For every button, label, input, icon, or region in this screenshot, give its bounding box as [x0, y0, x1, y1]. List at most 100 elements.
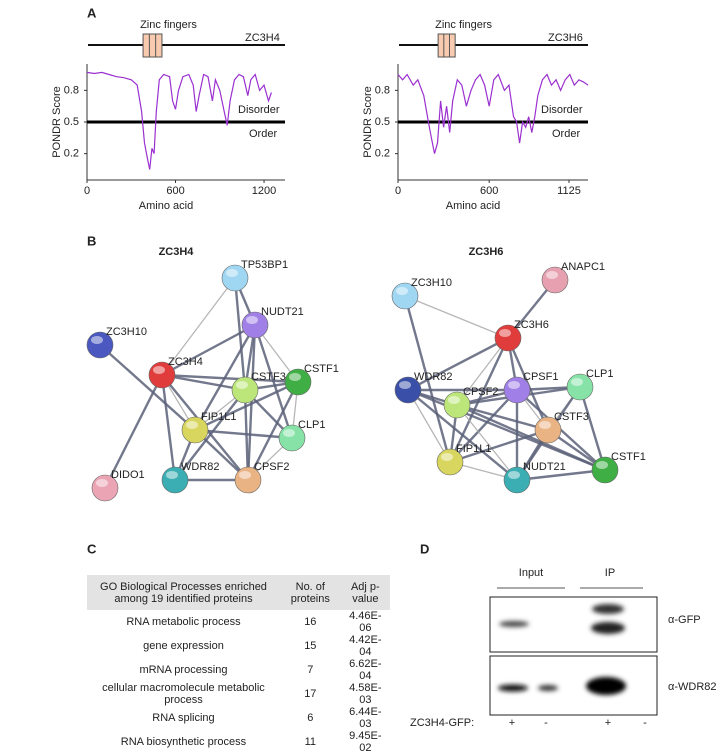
node-label: FIP1L1 — [456, 443, 491, 455]
node-highlight — [571, 378, 583, 386]
table-cell: 4.42E-04 — [349, 634, 382, 658]
node-label: DIDO1 — [111, 469, 145, 481]
node-highlight — [441, 453, 453, 461]
table-cell: 6.44E-03 — [349, 706, 382, 730]
x-axis-label: Amino acid — [446, 200, 500, 212]
edge — [516, 468, 606, 482]
node-label: ZC3H6 — [514, 319, 549, 331]
edge — [407, 389, 518, 481]
table-row: cellular macromolecule metabolic process… — [87, 682, 390, 706]
x-tick-label: 1125 — [557, 185, 581, 197]
node-label: TP53BP1 — [241, 259, 288, 271]
node-label: ANAPC1 — [561, 261, 605, 273]
lane-label: + — [605, 717, 611, 729]
edge — [161, 323, 256, 377]
panel-label: D — [420, 541, 429, 556]
edge — [578, 386, 607, 471]
edge — [456, 404, 518, 481]
edge — [407, 336, 509, 392]
y-tick-label: 0.8 — [64, 84, 79, 96]
x-tick-label: 1200 — [252, 185, 276, 197]
y-tick-label: 0.5 — [375, 116, 390, 128]
node-highlight — [283, 429, 295, 437]
node-label: CLP1 — [298, 419, 326, 431]
table-cell: 4.58E-03 — [349, 682, 382, 706]
table-cell: 6.62E-04 — [349, 658, 382, 682]
node-label: WDR82 — [181, 461, 220, 473]
y-tick-label: 0.2 — [375, 148, 390, 160]
table-cell: cellular macromolecule metabolic process — [102, 682, 265, 706]
node-highlight — [153, 366, 165, 374]
antibody-label: α-WDR82 — [668, 681, 717, 693]
edge — [456, 337, 509, 406]
node-highlight — [236, 381, 248, 389]
panel-label: A — [87, 5, 97, 20]
x-axis-label: Amino acid — [139, 200, 193, 212]
node-label: CSTF1 — [611, 451, 646, 463]
table-row: RNA splicing 6 6.44E-03 — [87, 706, 390, 730]
node-label: ZC3H10 — [411, 277, 452, 289]
figure-canvas: A B C D Input IP α-GFP α-WDR82 ZC3H4-GFP… — [51, 5, 717, 729]
table-cell: RNA metabolic process — [126, 616, 241, 628]
region-label: Order — [249, 128, 277, 140]
lane-label: + — [509, 717, 515, 729]
pondr-line — [86, 71, 272, 170]
node-label: ZC3H4 — [168, 356, 203, 368]
zinc-finger-domain — [437, 33, 456, 58]
node-highlight — [499, 329, 511, 337]
group-label: IP — [605, 567, 615, 579]
table-cell: 11 — [304, 736, 317, 748]
sample-label: ZC3H4-GFP: — [410, 717, 474, 729]
node-label: CSTF1 — [304, 363, 339, 375]
table-row: RNA metabolic process 16 4.46E-06 — [87, 610, 390, 634]
edge — [99, 344, 196, 431]
node-label: CPSF1 — [523, 371, 558, 383]
header-cell: GO Biological Processes enriched among 1… — [87, 575, 280, 610]
edge — [161, 373, 299, 384]
table-cell: 7 — [307, 664, 314, 676]
edge — [246, 381, 300, 481]
lane-label: - — [544, 717, 548, 729]
table-cell: 9.45E-02 — [349, 730, 382, 754]
pondr-line — [397, 73, 589, 154]
table-cell: 6 — [307, 712, 314, 724]
table-cell: RNA splicing — [152, 712, 215, 724]
region-label: Disorder — [541, 104, 583, 116]
domain-label: Zinc fingers — [140, 19, 197, 31]
node-highlight — [239, 471, 251, 479]
region-label: Order — [552, 128, 580, 140]
domain-label: Zinc fingers — [435, 19, 492, 31]
panel-label: C — [87, 541, 97, 556]
edge — [194, 428, 293, 440]
y-axis-label: PONDR Score — [51, 86, 63, 158]
edge — [160, 374, 177, 481]
edge — [456, 403, 606, 472]
table-cell: 15 — [304, 640, 317, 652]
lane-label: - — [643, 717, 647, 729]
node-label: CLP1 — [586, 368, 614, 380]
node-label: WDR82 — [414, 371, 453, 383]
node-highlight — [396, 287, 408, 295]
edge — [456, 403, 549, 432]
edge — [449, 389, 518, 463]
node-label: CPSF2 — [254, 461, 289, 473]
table-row: mRNA processing 7 6.62E-04 — [87, 658, 390, 682]
y-tick-label: 0.5 — [64, 116, 79, 128]
protein-label: ZC3H4 — [245, 32, 280, 44]
node-label: CSTF3 — [554, 411, 589, 423]
node-highlight — [508, 471, 520, 479]
node-highlight — [289, 373, 301, 381]
edge — [103, 374, 164, 489]
node-label: CPSF2 — [463, 386, 498, 398]
figure: A B C D Input IP α-GFP α-WDR82 ZC3H4-GFP… — [50, 5, 717, 754]
node-highlight — [246, 316, 258, 324]
node-highlight — [166, 471, 178, 479]
table-cell: 4.46E-06 — [349, 610, 382, 634]
node-highlight — [596, 461, 608, 469]
table-cell: 16 — [304, 616, 317, 628]
network-title: ZC3H6 — [469, 246, 504, 258]
header-cell: No. of proteins — [279, 575, 341, 610]
edge — [404, 295, 509, 339]
table-cell: RNA biosynthetic process — [120, 736, 247, 748]
node-highlight — [226, 269, 238, 277]
